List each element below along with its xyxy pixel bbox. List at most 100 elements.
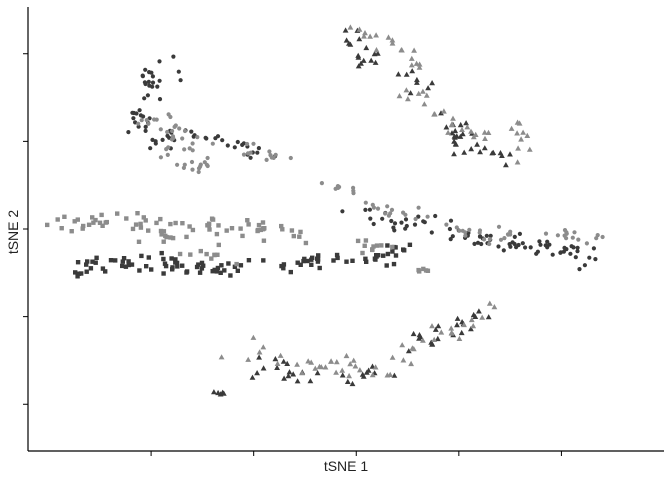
data-point-circle (391, 225, 396, 230)
data-point-square (126, 259, 131, 264)
data-point-circle (241, 141, 246, 146)
data-point-circle (180, 136, 185, 141)
data-point-triangle (220, 390, 227, 396)
data-point-triangle (285, 373, 292, 379)
data-point-square (255, 227, 261, 233)
data-point-triangle (450, 115, 456, 121)
data-point-square (201, 263, 206, 268)
data-point-circle (399, 220, 404, 225)
data-point-square (245, 218, 250, 223)
data-point-square (162, 261, 168, 266)
data-point-circle (245, 141, 250, 147)
data-point-circle (165, 129, 170, 135)
data-point-square (198, 248, 203, 254)
data-point-circle (363, 200, 368, 205)
data-point-circle (367, 207, 372, 212)
data-point-circle (225, 143, 230, 148)
data-point-circle (447, 226, 452, 232)
data-point-triangle (272, 356, 279, 362)
data-point-circle (255, 150, 260, 155)
data-point-triangle (456, 335, 463, 341)
data-point-triangle (389, 37, 396, 43)
data-point-circle (512, 241, 517, 247)
data-point-square (390, 244, 395, 250)
data-point-square (371, 244, 376, 249)
data-point-circle (512, 234, 517, 239)
data-point-square (212, 252, 217, 258)
data-point-triangle (514, 159, 521, 165)
data-point-square (146, 255, 151, 260)
data-point-circle (479, 241, 484, 247)
data-point-circle (577, 267, 582, 272)
data-point-circle (538, 242, 543, 247)
data-point-square (204, 251, 209, 257)
data-point-triangle (367, 33, 373, 39)
data-point-square (301, 258, 306, 264)
data-point-square (218, 270, 223, 275)
data-point-square (173, 220, 178, 226)
data-point-triangle (389, 40, 396, 46)
data-point-triangle (407, 90, 414, 96)
data-point-square (207, 227, 212, 232)
data-point-square (75, 217, 80, 222)
data-point-circle (547, 242, 552, 247)
data-point-square (141, 215, 146, 220)
data-point-triangle (429, 80, 435, 86)
data-point-triangle (245, 356, 252, 362)
data-point-triangle (468, 128, 474, 134)
data-point-square (73, 270, 78, 275)
data-point-triangle (477, 149, 483, 155)
data-point-circle (392, 221, 398, 226)
data-point-triangle (286, 369, 293, 375)
data-point-circle (340, 209, 345, 214)
data-point-triangle (416, 61, 423, 67)
data-point-circle (363, 207, 368, 212)
data-point-square (81, 223, 86, 229)
data-point-triangle (503, 162, 509, 168)
data-point-triangle (461, 149, 468, 155)
data-point-triangle (399, 47, 405, 53)
data-point-triangle (448, 122, 455, 128)
data-point-triangle (408, 62, 415, 68)
data-point-square (99, 212, 104, 218)
data-point-triangle (339, 372, 346, 378)
data-point-square (173, 257, 178, 262)
data-point-triangle (305, 358, 312, 364)
data-point-square (246, 258, 252, 263)
data-point-square (159, 250, 164, 256)
data-point-triangle (524, 132, 531, 138)
data-point-square (205, 223, 210, 228)
data-point-square (161, 229, 167, 234)
data-point-square (144, 264, 149, 269)
data-point-square (115, 211, 120, 216)
data-point-square (331, 258, 336, 263)
data-point-circle (498, 237, 504, 242)
data-point-square (174, 260, 180, 266)
data-point-circle (371, 205, 376, 210)
data-point-triangle (396, 93, 403, 99)
data-point-square (216, 223, 221, 228)
data-point-square (393, 253, 399, 258)
data-point-triangle (363, 44, 370, 51)
data-point-square (103, 269, 108, 274)
data-point-triangle (420, 337, 426, 343)
y-axis-title: tSNE 2 (5, 210, 21, 255)
data-point-triangle (409, 68, 416, 74)
data-point-circle (403, 217, 409, 222)
data-point-circle (204, 136, 209, 141)
data-point-circle (475, 240, 481, 245)
data-point-square (295, 260, 300, 265)
data-point-circle (488, 233, 493, 238)
data-point-triangle (343, 352, 350, 359)
data-point-circle (593, 257, 598, 262)
data-point-circle (173, 123, 178, 128)
data-point-circle (594, 236, 599, 241)
data-point-triangle (423, 92, 430, 98)
data-point-triangle (254, 370, 260, 376)
data-point-circle (171, 54, 176, 59)
data-point-square (158, 228, 164, 234)
data-point-triangle (399, 342, 406, 348)
data-point-circle (477, 230, 482, 235)
data-point-square (289, 228, 295, 233)
